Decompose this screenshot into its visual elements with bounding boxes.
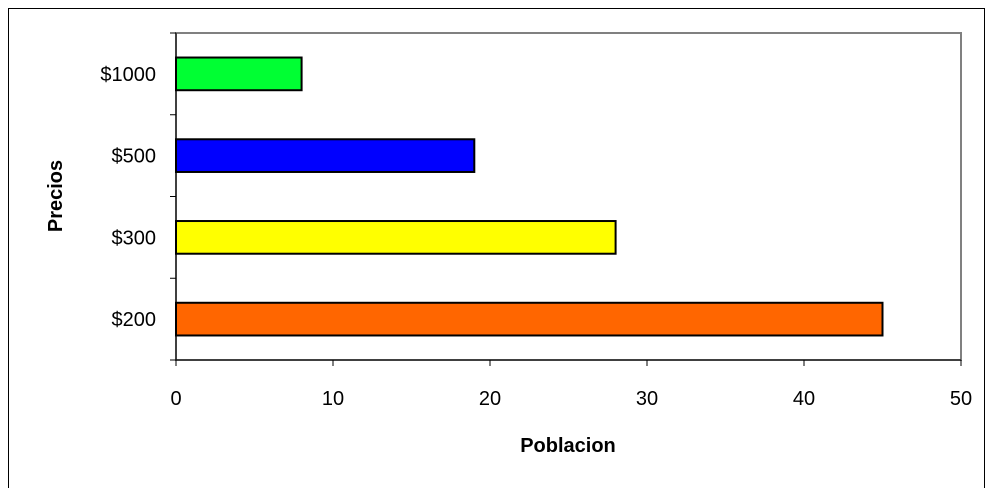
bar-usd-1000 <box>175 56 303 92</box>
y-tick-label: $1000 <box>100 64 156 86</box>
bar-usd-300 <box>175 220 617 255</box>
bar-usd-200 <box>175 301 884 337</box>
y-tick-label: $200 <box>112 309 157 331</box>
bars-layer <box>175 56 884 337</box>
x-tick-label: 20 <box>479 388 501 410</box>
x-tick-label: 30 <box>636 388 658 410</box>
x-tick-label: 10 <box>322 388 344 410</box>
x-tick-label: 50 <box>950 388 972 410</box>
y-axis-title: Precios <box>45 160 67 232</box>
ticks-layer: $200 $300 $500 $1000 0 10 20 30 40 50 <box>100 32 972 410</box>
x-axis-title: Poblacion <box>520 435 616 457</box>
x-tick-label: 40 <box>793 388 815 410</box>
bar-usd-500 <box>175 138 476 173</box>
x-tick-label: 0 <box>170 388 181 410</box>
y-tick-label: $300 <box>112 227 157 249</box>
y-tick-label: $500 <box>112 146 157 168</box>
